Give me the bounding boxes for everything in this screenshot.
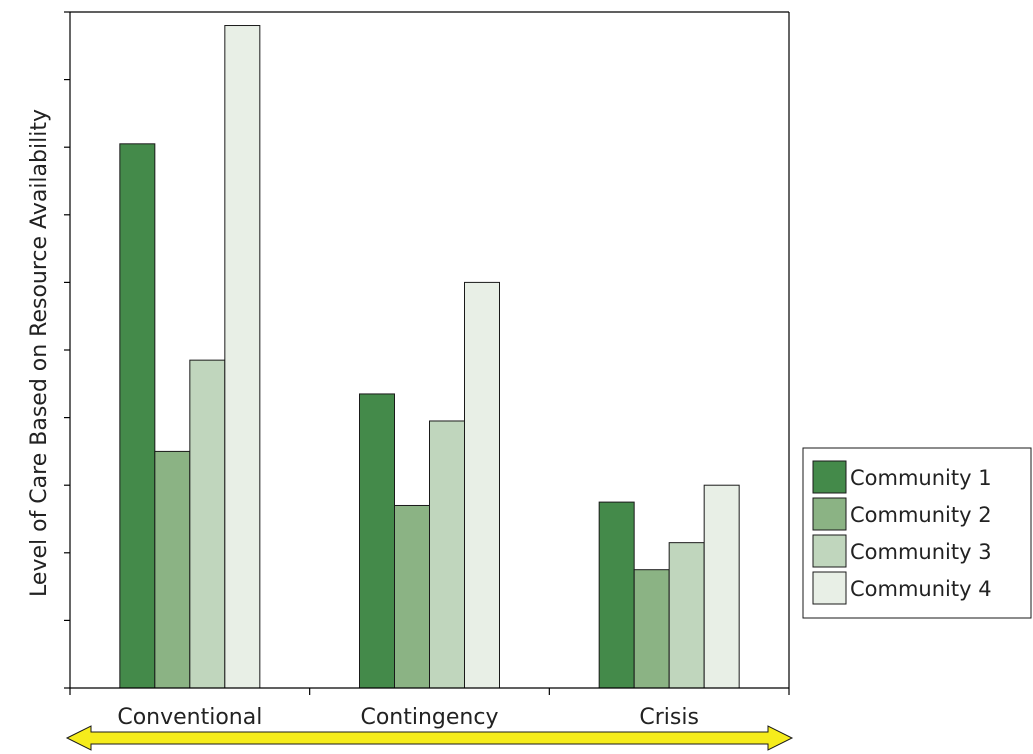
double-arrow-shape [65,725,794,751]
bar [668,542,705,689]
legend-swatch [812,534,847,568]
bar [429,420,465,689]
y-axis-label: Level of Care Based on Resource Availabi… [27,109,52,597]
legend-swatch [812,460,847,494]
bar [154,450,191,689]
x-axis-arrow [65,725,794,751]
legend-swatch [812,571,847,605]
bars-group [119,25,740,689]
bar [703,484,740,689]
x-tick-label: Conventional [117,705,262,730]
bar [464,281,500,689]
legend-label: Community 1 [850,466,992,490]
bar [598,501,635,689]
x-tick-labels: Conventional Contingency Crisis [117,705,699,730]
legend-label: Community 3 [850,540,992,564]
legend-label: Community 2 [850,503,992,527]
bar [224,25,261,689]
bar [633,569,670,689]
bar [119,143,156,689]
x-tick-label: Contingency [360,705,498,730]
bar [359,393,395,689]
legend-swatch [812,497,847,531]
x-tick-label: Crisis [639,705,699,730]
legend: Community 1 Community 2 Community 3 Communi… [802,447,1032,619]
bar [394,504,430,689]
axes-group [64,11,790,695]
legend-label: Community 4 [850,577,992,601]
bar [189,359,226,689]
